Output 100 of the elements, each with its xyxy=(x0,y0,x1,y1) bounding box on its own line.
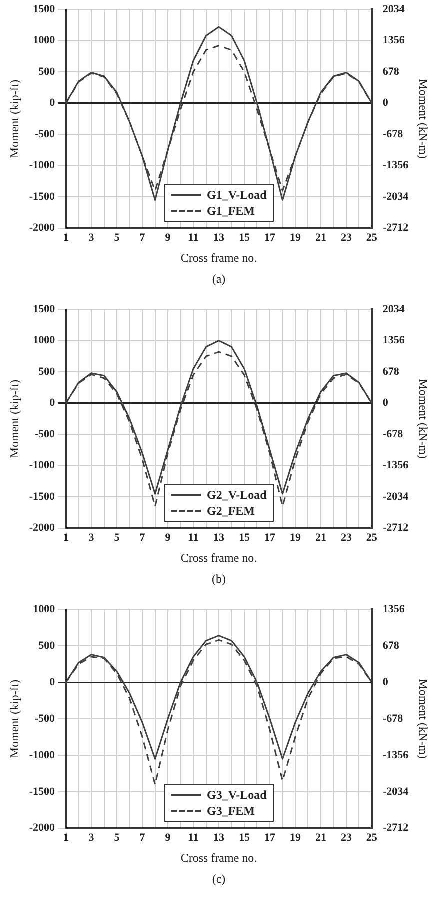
y2-tick-label: 0 xyxy=(382,97,389,110)
y2-tick-label: -2034 xyxy=(382,786,410,798)
x-tick-label: 23 xyxy=(340,232,352,244)
x-tick-label: 19 xyxy=(290,532,302,544)
x-tick-label: 7 xyxy=(140,832,146,844)
y2-tick-label: -2712 xyxy=(382,522,410,534)
x-tick-label: 5 xyxy=(114,532,120,544)
legend-label: G3_FEM xyxy=(206,803,256,820)
x-tick-label: 7 xyxy=(140,532,146,544)
x-tick-label: 3 xyxy=(88,232,95,244)
x-tick-label: 17 xyxy=(264,232,276,244)
x-tick-label: 25 xyxy=(366,232,378,244)
x-tick-label: 17 xyxy=(264,532,276,544)
y2-tick-label: 2034 xyxy=(382,303,406,316)
y2-tick-label: 678 xyxy=(382,366,400,378)
x-tick-label: 21 xyxy=(315,832,326,844)
x-axis-title: Cross frame no. xyxy=(180,550,258,565)
text: (b) xyxy=(211,572,227,587)
x-tick-label: 17 xyxy=(264,832,276,844)
x-tick-label: 11 xyxy=(188,532,199,544)
y2-axis-title: Moment (kN-m) xyxy=(416,79,431,159)
x-axis-title: Cross frame no. xyxy=(180,250,258,265)
y-tick-label: 500 xyxy=(38,366,56,378)
x-tick-label: 9 xyxy=(165,532,172,544)
x-tick-label: 7 xyxy=(140,232,146,244)
x-tick-label: 15 xyxy=(238,832,250,844)
y-tick-label: -1000 xyxy=(29,460,56,472)
y-tick-label: 1000 xyxy=(33,34,56,47)
x-tick-label: 11 xyxy=(188,832,199,844)
y2-tick-label: 1356 xyxy=(382,603,406,616)
y2-axis-title: Moment (kN-m) xyxy=(416,679,431,759)
legend-label: G2_V-Load xyxy=(206,487,267,504)
y-tick-label: 1000 xyxy=(33,334,56,347)
x-tick-label: 15 xyxy=(238,532,250,544)
text: (c) xyxy=(211,872,227,887)
y2-tick-label: 1356 xyxy=(382,334,406,347)
y-axis-title: Moment (kip-ft) xyxy=(7,80,22,158)
y2-tick-label: -2712 xyxy=(382,822,410,834)
y2-tick-label: 678 xyxy=(382,66,400,78)
y-tick-label: -2000 xyxy=(29,222,56,234)
y2-tick-label: -1356 xyxy=(382,749,410,762)
y-tick-label: 500 xyxy=(38,66,56,78)
y2-tick-label: -678 xyxy=(382,128,404,140)
y2-tick-label: -2034 xyxy=(382,490,410,503)
y2-tick-label: -2034 xyxy=(382,190,410,203)
legend-label: G1_FEM xyxy=(206,203,256,220)
y-tick-label: -500 xyxy=(34,712,56,725)
y-tick-label: 0 xyxy=(50,97,56,110)
x-tick-label: 21 xyxy=(315,532,326,544)
y-tick-label: 0 xyxy=(50,676,56,688)
x-tick-label: 19 xyxy=(290,832,302,844)
x-tick-label: 3 xyxy=(88,532,95,544)
y2-tick-label: 2034 xyxy=(382,3,406,16)
x-tick-label: 23 xyxy=(340,832,352,844)
y-tick-label: -1500 xyxy=(29,786,56,798)
y2-tick-label: -678 xyxy=(382,428,404,440)
text: (a) xyxy=(211,272,227,287)
x-tick-label: 19 xyxy=(290,232,302,244)
y-tick-label: 500 xyxy=(38,640,56,652)
x-tick-label: 9 xyxy=(165,232,172,244)
x-tick-label: 25 xyxy=(366,832,378,844)
y2-tick-label: -1356 xyxy=(382,160,410,172)
x-tick-label: 23 xyxy=(340,532,352,544)
x-tick-label: 25 xyxy=(366,532,378,544)
y-tick-label: 1000 xyxy=(33,603,56,616)
y-tick-label: -1000 xyxy=(29,749,56,762)
y-tick-label: -1500 xyxy=(29,190,56,203)
y-tick-label: 1500 xyxy=(33,303,56,316)
y2-axis-title: Moment (kN-m) xyxy=(416,379,431,459)
x-tick-label: 5 xyxy=(114,232,120,244)
y-tick-label: -1500 xyxy=(29,490,56,503)
y-tick-label: 1500 xyxy=(33,3,56,16)
y-tick-label: -1000 xyxy=(29,160,56,172)
x-tick-label: 13 xyxy=(214,232,225,244)
legend-label: G3_V-Load xyxy=(206,787,267,804)
x-tick-label: 13 xyxy=(214,832,225,844)
x-tick-label: 1 xyxy=(63,832,69,844)
x-tick-label: 11 xyxy=(188,232,199,244)
y2-tick-label: 0 xyxy=(382,676,389,688)
y2-tick-label: 678 xyxy=(382,640,400,652)
x-tick-label: 13 xyxy=(214,532,225,544)
y2-tick-label: 0 xyxy=(382,397,389,410)
x-tick-label: 1 xyxy=(63,232,69,244)
y-tick-label: -500 xyxy=(34,428,56,440)
x-tick-label: 1 xyxy=(63,532,69,544)
y2-tick-label: 1356 xyxy=(382,34,406,47)
y2-tick-label: -678 xyxy=(382,712,404,725)
x-tick-label: 9 xyxy=(165,832,172,844)
legend-label: G1_V-Load xyxy=(206,187,267,204)
y-tick-label: 0 xyxy=(50,397,56,410)
y-tick-label: -2000 xyxy=(29,822,56,834)
x-axis-title: Cross frame no. xyxy=(180,850,258,865)
y2-tick-label: -2712 xyxy=(382,222,410,234)
x-tick-label: 3 xyxy=(88,832,95,844)
x-tick-label: 5 xyxy=(114,832,120,844)
y-tick-label: -500 xyxy=(34,128,56,140)
legend-label: G2_FEM xyxy=(206,503,256,520)
y-axis-title: Moment (kip-ft) xyxy=(7,380,22,458)
y2-tick-label: -1356 xyxy=(382,460,410,472)
y-axis-title: Moment (kip-ft) xyxy=(7,680,22,758)
